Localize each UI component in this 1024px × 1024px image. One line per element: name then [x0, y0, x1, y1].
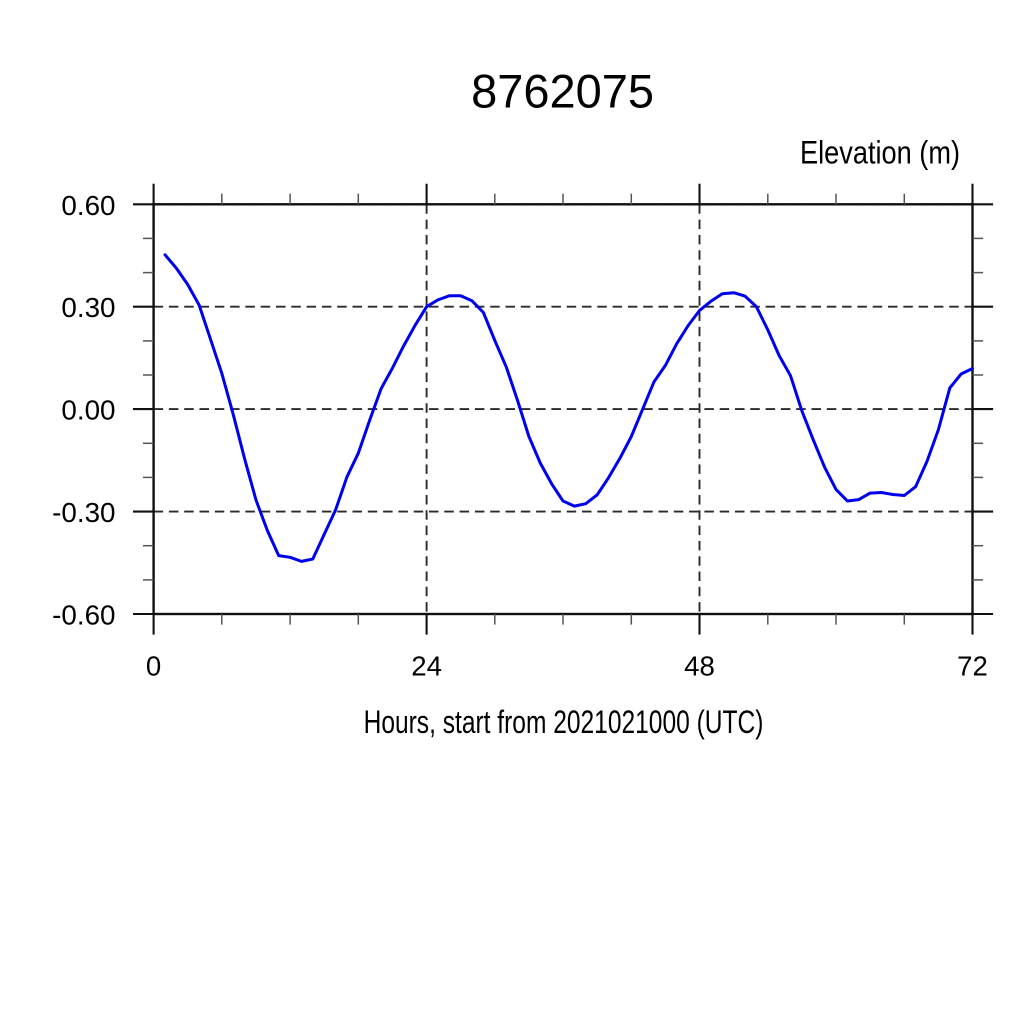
svg-text:-0.60: -0.60: [52, 600, 115, 631]
svg-text:0: 0: [146, 650, 161, 681]
svg-text:8762075: 8762075: [471, 64, 654, 117]
svg-text:0.00: 0.00: [61, 395, 115, 426]
svg-text:24: 24: [411, 650, 442, 681]
svg-text:Elevation (m): Elevation (m): [800, 135, 960, 171]
svg-text:48: 48: [684, 650, 715, 681]
svg-text:Hours, start from 2021021000 (: Hours, start from 2021021000 (UTC): [364, 703, 764, 740]
svg-text:0.60: 0.60: [61, 190, 115, 221]
svg-text:-0.30: -0.30: [52, 497, 115, 528]
svg-text:72: 72: [957, 650, 988, 681]
svg-text:0.30: 0.30: [61, 292, 115, 323]
